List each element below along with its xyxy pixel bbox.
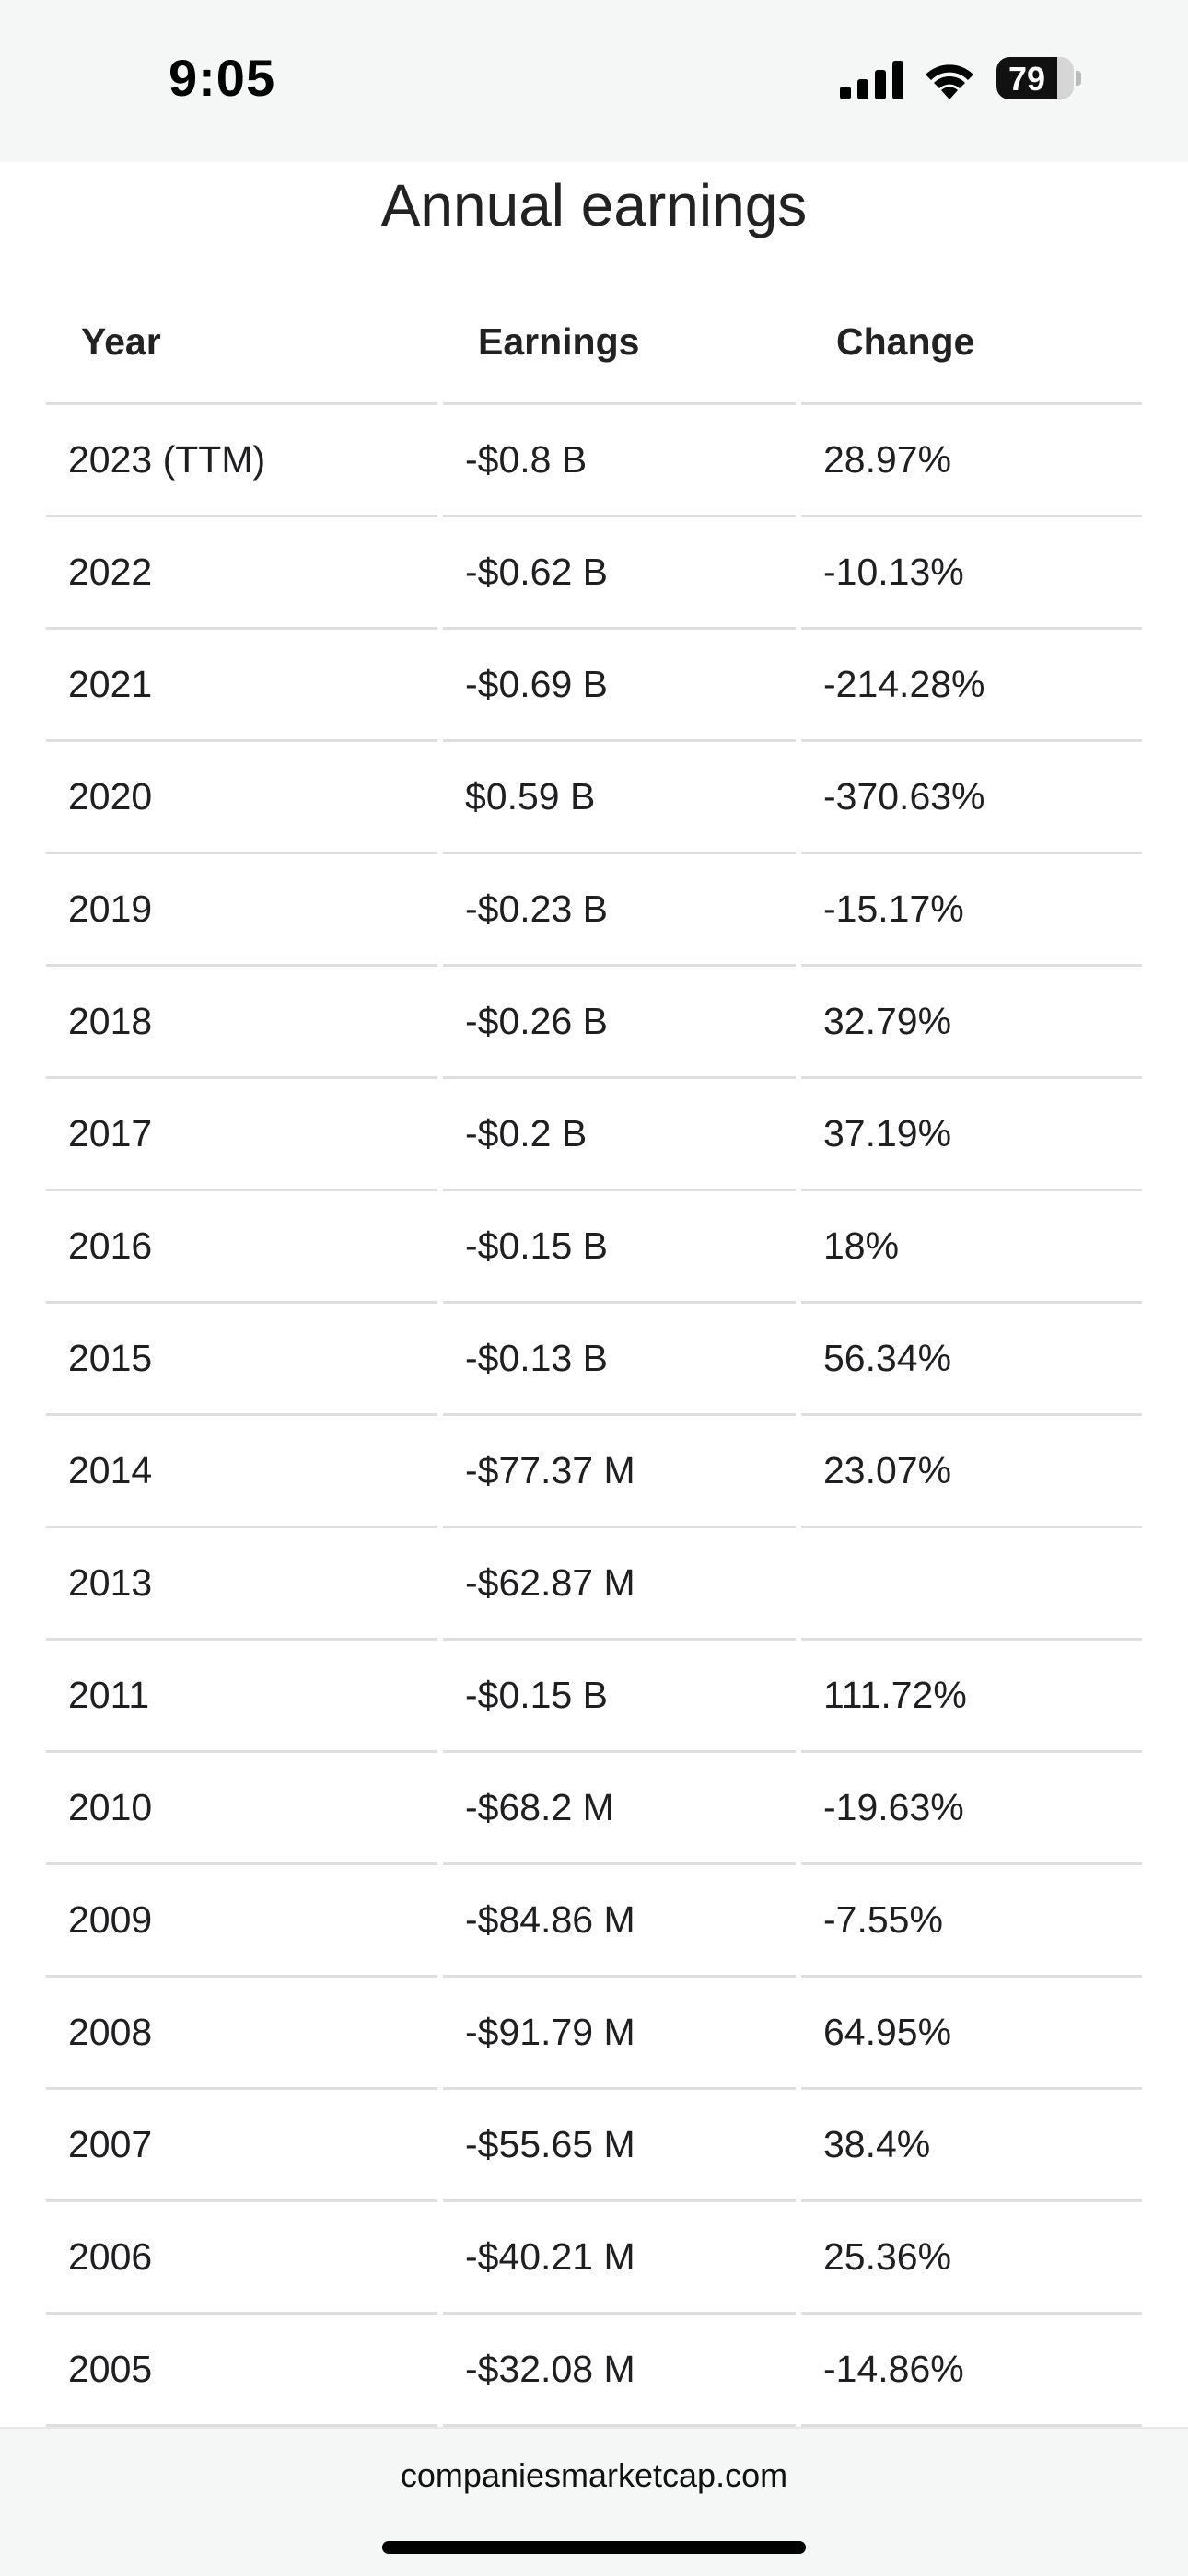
cell-change: 18%	[801, 1191, 1142, 1304]
cell-earnings: -$0.13 B	[443, 1304, 796, 1416]
cell-change	[801, 1528, 1142, 1641]
cell-year: 2023 (TTM)	[46, 405, 437, 517]
table-row: 2011 -$0.15 B 111.72%	[46, 1641, 1142, 1753]
table-row: 2021 -$0.69 B -214.28%	[46, 630, 1142, 742]
home-indicator[interactable]	[382, 2541, 806, 2554]
cell-earnings: -$68.2 M	[443, 1753, 796, 1865]
earnings-table: Year Earnings Change 2023 (TTM) -$0.8 B 28…	[41, 281, 1147, 2427]
cell-year: 2006	[46, 2202, 437, 2315]
table-body: 2023 (TTM) -$0.8 B 28.97% 2022 -$0.62 B -10.1…	[46, 405, 1142, 2427]
cell-year: 2008	[46, 1978, 437, 2090]
cell-change: 37.19%	[801, 1079, 1142, 1191]
battery-body: 79	[996, 57, 1074, 99]
table-row: 2014 -$77.37 M 23.07%	[46, 1416, 1142, 1528]
cell-earnings: -$40.21 M	[443, 2202, 796, 2315]
table-row: 2010 -$68.2 M -19.63%	[46, 1753, 1142, 1865]
cell-year: 2014	[46, 1416, 437, 1528]
cell-change: 64.95%	[801, 1978, 1142, 2090]
page-title: Annual earnings	[380, 172, 808, 238]
cell-change: -14.86%	[801, 2315, 1142, 2427]
cell-earnings: -$32.08 M	[443, 2315, 796, 2427]
cell-change: 38.4%	[801, 2090, 1142, 2202]
cell-change: 56.34%	[801, 1304, 1142, 1416]
cell-change: -370.63%	[801, 742, 1142, 854]
cell-change: -7.55%	[801, 1865, 1142, 1978]
cell-earnings: -$0.8 B	[443, 405, 796, 517]
cell-change: 23.07%	[801, 1416, 1142, 1528]
cell-year: 2016	[46, 1191, 437, 1304]
cell-year: 2017	[46, 1079, 437, 1191]
cell-change: -214.28%	[801, 630, 1142, 742]
wifi-icon	[926, 64, 973, 99]
cell-earnings: -$84.86 M	[443, 1865, 796, 1978]
status-bar: 9:05 79	[0, 0, 1188, 162]
table-row: 2018 -$0.26 B 32.79%	[46, 967, 1142, 1079]
table-row: 2007 -$55.65 M 38.4%	[46, 2090, 1142, 2202]
cell-year: 2005	[46, 2315, 437, 2427]
table-row: 2005 -$32.08 M -14.86%	[46, 2315, 1142, 2427]
table-row: 2015 -$0.13 B 56.34%	[46, 1304, 1142, 1416]
table-row: 2023 (TTM) -$0.8 B 28.97%	[46, 405, 1142, 517]
cell-year: 2015	[46, 1304, 437, 1416]
cell-year: 2009	[46, 1865, 437, 1978]
cell-year: 2010	[46, 1753, 437, 1865]
table-row: 2013 -$62.87 M	[46, 1528, 1142, 1641]
cell-change: 28.97%	[801, 405, 1142, 517]
table-row: 2008 -$91.79 M 64.95%	[46, 1978, 1142, 2090]
cell-earnings: -$55.65 M	[443, 2090, 796, 2202]
cell-year: 2022	[46, 517, 437, 630]
cell-earnings: -$0.69 B	[443, 630, 796, 742]
cell-year: 2011	[46, 1641, 437, 1753]
cell-year: 2007	[46, 2090, 437, 2202]
table-row: 2020 $0.59 B -370.63%	[46, 742, 1142, 854]
cell-change: 111.72%	[801, 1641, 1142, 1753]
table-row: 2009 -$84.86 M -7.55%	[46, 1865, 1142, 1978]
url-domain[interactable]: companiesmarketcap.com	[400, 2456, 788, 2494]
header-year[interactable]: Year	[46, 281, 437, 405]
table-row: 2006 -$40.21 M 25.36%	[46, 2202, 1142, 2315]
cell-year: 2018	[46, 967, 437, 1079]
cell-earnings: -$0.23 B	[443, 854, 796, 967]
battery-fill	[996, 57, 1058, 99]
cell-earnings: $0.59 B	[443, 742, 796, 854]
table-header-row: Year Earnings Change	[46, 281, 1142, 405]
cell-earnings: -$0.26 B	[443, 967, 796, 1079]
cell-change: 32.79%	[801, 967, 1142, 1079]
cell-change: -19.63%	[801, 1753, 1142, 1865]
cell-change: -10.13%	[801, 517, 1142, 630]
cell-year: 2019	[46, 854, 437, 967]
cell-year: 2021	[46, 630, 437, 742]
cell-change: -15.17%	[801, 854, 1142, 967]
cell-earnings: -$0.15 B	[443, 1191, 796, 1304]
cell-year: 2013	[46, 1528, 437, 1641]
cell-earnings: -$77.37 M	[443, 1416, 796, 1528]
browser-bottom-bar: companiesmarketcap.com	[0, 2427, 1188, 2576]
header-change[interactable]: Change	[801, 281, 1142, 405]
battery-icon: 79	[996, 57, 1081, 99]
table-row: 2016 -$0.15 B 18%	[46, 1191, 1142, 1304]
header-earnings[interactable]: Earnings	[443, 281, 796, 405]
table-row: 2019 -$0.23 B -15.17%	[46, 854, 1142, 967]
cell-earnings: -$62.87 M	[443, 1528, 796, 1641]
battery-level: 79	[1007, 60, 1046, 98]
cell-earnings: -$91.79 M	[443, 1978, 796, 2090]
status-time: 9:05	[169, 49, 276, 107]
battery-cap	[1076, 71, 1081, 86]
cell-year: 2020	[46, 742, 437, 854]
cell-change: 25.36%	[801, 2202, 1142, 2315]
cell-earnings: -$0.15 B	[443, 1641, 796, 1753]
table-row: 2017 -$0.2 B 37.19%	[46, 1079, 1142, 1191]
cell-earnings: -$0.62 B	[443, 517, 796, 630]
table-row: 2022 -$0.62 B -10.13%	[46, 517, 1142, 630]
cell-earnings: -$0.2 B	[443, 1079, 796, 1191]
signal-icon	[840, 61, 903, 99]
